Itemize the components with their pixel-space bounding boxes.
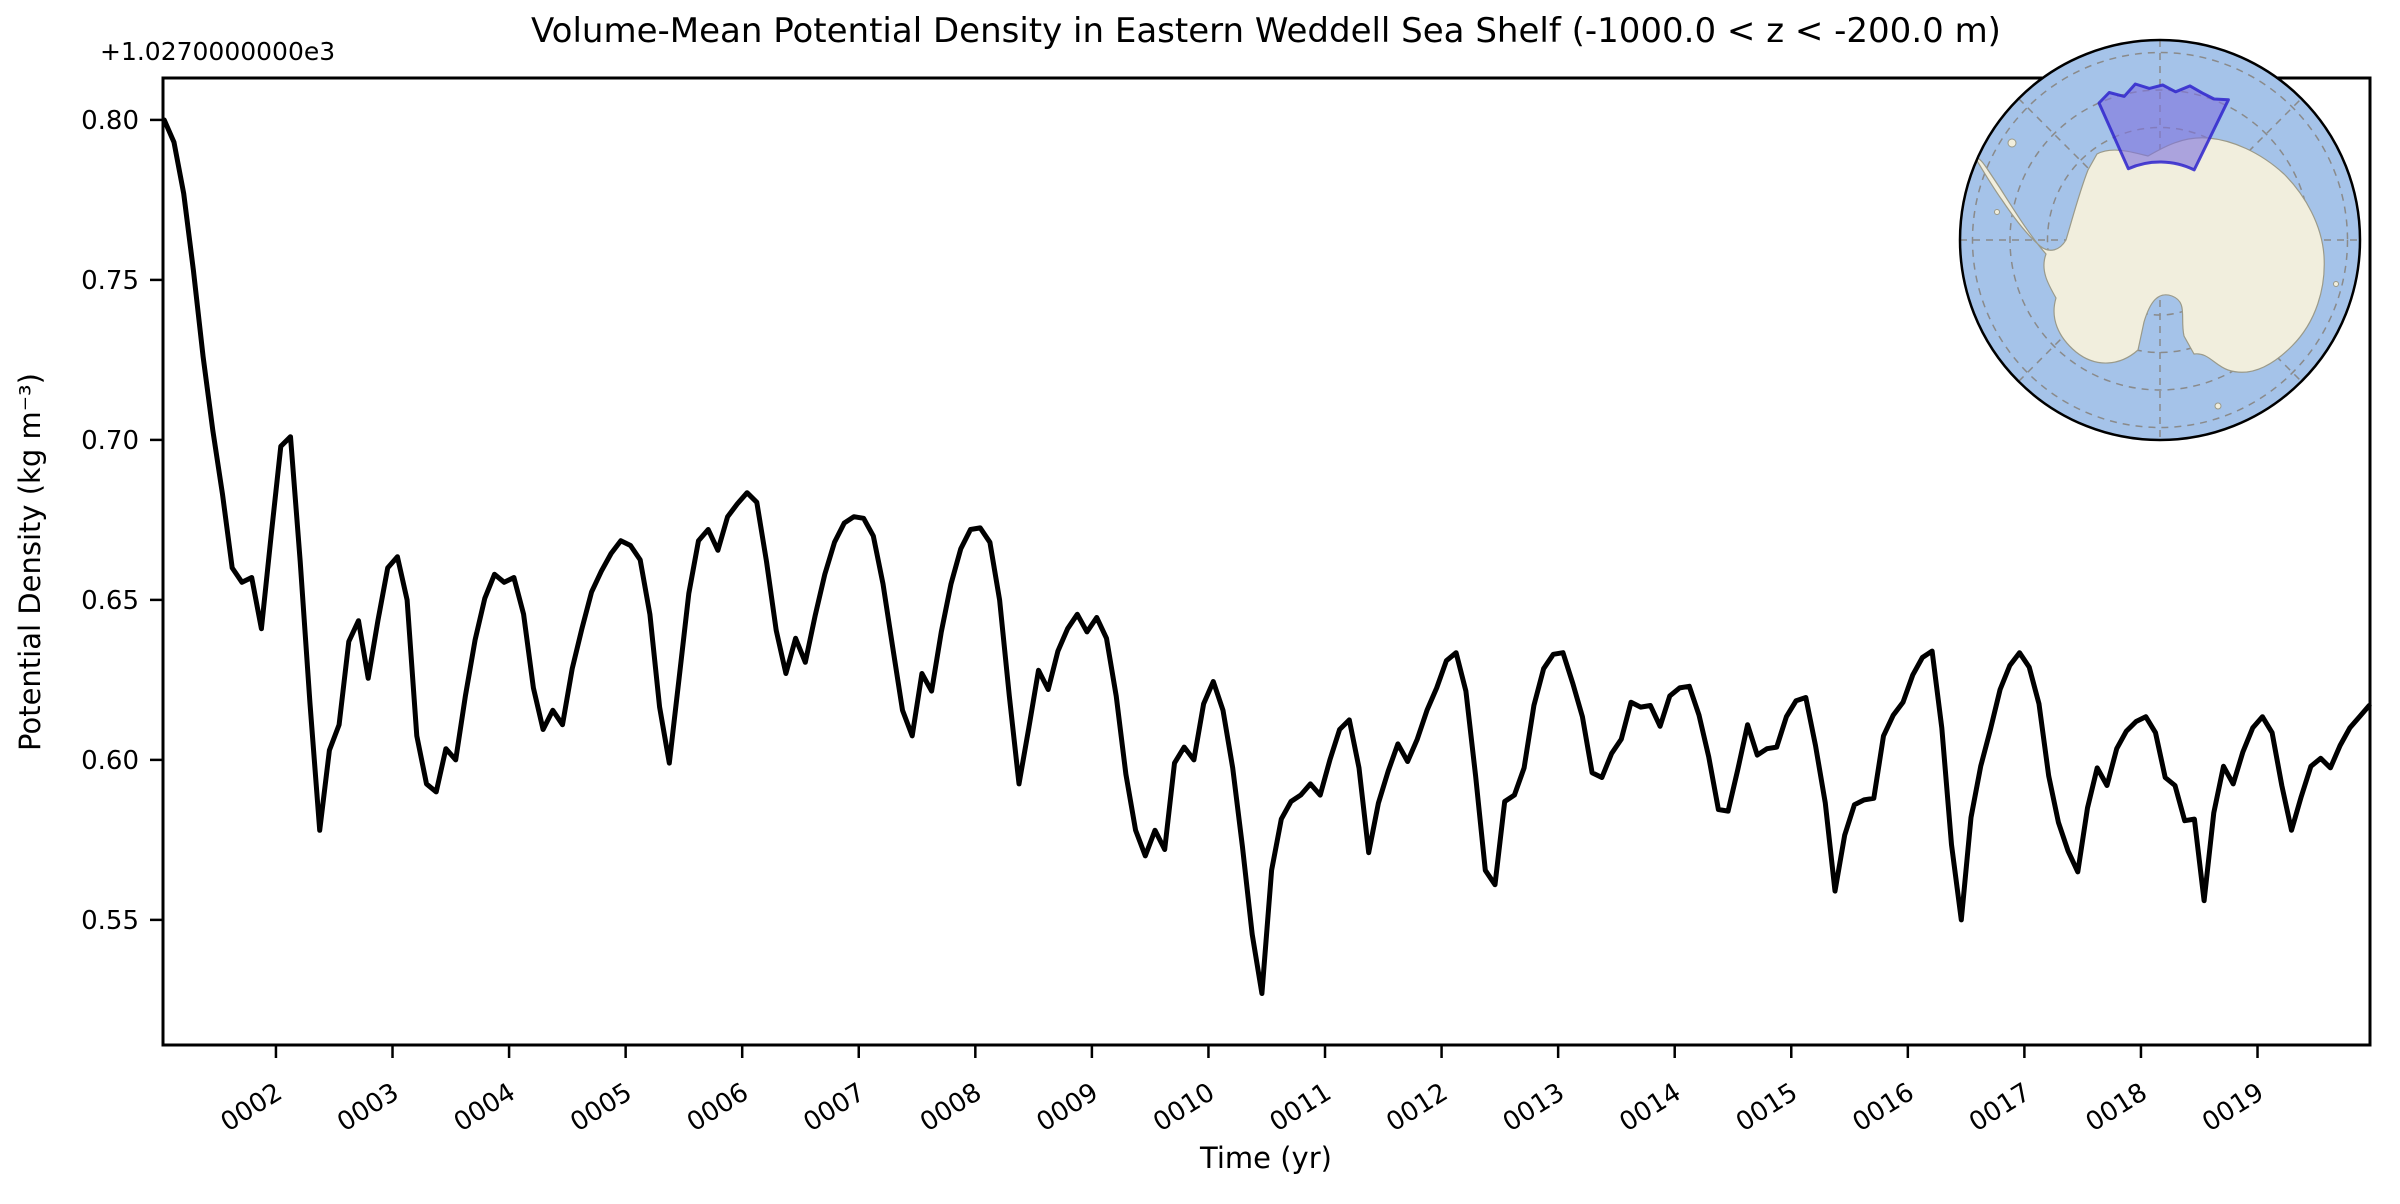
island [2333,281,2339,287]
axes-spines [161,76,2372,1047]
island [2214,402,2222,410]
y-tick-label: 0.80 [81,106,139,136]
highlighted-region-weddell-shelf [2097,82,2230,172]
x-tick-label: 0010 [1148,1077,1220,1138]
y-axis-label: Potential Density (kg m⁻³) [13,373,47,751]
x-tick-label: 0018 [2081,1077,2153,1138]
x-tick-label: 0012 [1381,1077,1453,1138]
y-tick-label: 0.60 [81,746,139,776]
x-axis: 0002 0003 0004 0005 0006 0007 0008 0009 0010 0011… [216,1045,2269,1138]
x-tick-label: 0005 [565,1077,637,1138]
x-tick-label: 0003 [332,1077,404,1138]
y-tick-label: 0.70 [81,426,139,456]
x-tick-label: 0009 [1032,1077,1104,1138]
x-tick-label: 0019 [2197,1077,2269,1138]
potential-density-line [161,117,2372,996]
x-tick-label: 0013 [1498,1077,1570,1138]
y-tick-label: 0.55 [81,906,139,936]
y-axis: 0.80 0.75 0.70 0.65 0.60 0.55 [81,106,163,936]
x-tick-label: 0006 [682,1077,754,1138]
x-tick-label: 0008 [915,1077,987,1138]
x-tick-label: 0016 [1848,1077,1920,1138]
x-tick-label: 0017 [1964,1077,2036,1138]
x-tick-label: 0007 [798,1077,870,1138]
x-tick-label: 0014 [1614,1077,1686,1138]
density-time-series [161,117,2372,996]
map-outline [1958,38,2362,442]
island [1994,209,2000,215]
island [2007,138,2017,148]
x-tick-label: 0004 [449,1077,521,1138]
y-tick-label: 0.75 [81,266,139,296]
chart-title: Volume-Mean Potential Density in Eastern… [531,11,2001,51]
antarctica-inset-map [1958,38,2362,442]
x-tick-label: 0011 [1265,1077,1337,1138]
y-tick-label: 0.65 [81,586,139,616]
x-tick-label: 0002 [216,1077,288,1138]
y-axis-offset-text: +1.0270000000e3 [100,37,335,66]
x-tick-label: 0015 [1731,1077,1803,1138]
antarctica-landmass [1972,137,2325,373]
x-axis-label: Time (yr) [1199,1141,1332,1175]
